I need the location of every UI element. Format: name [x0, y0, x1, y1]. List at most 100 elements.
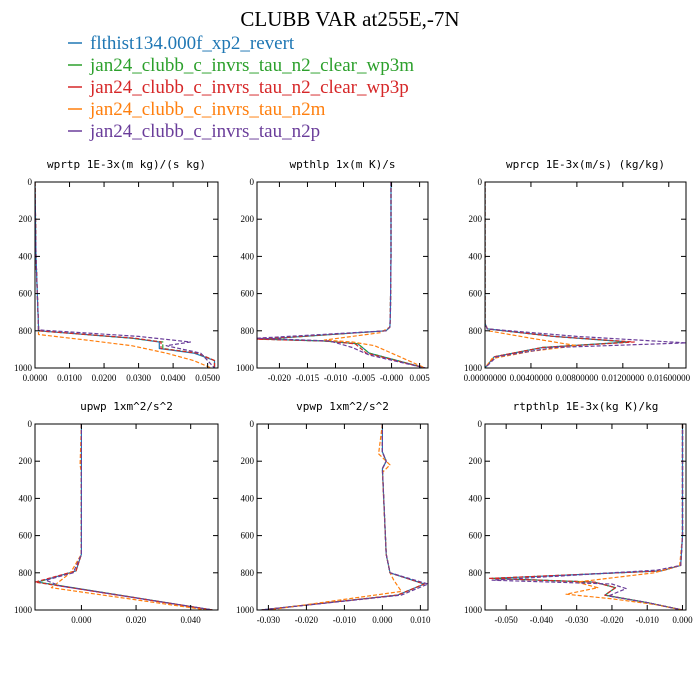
x-tick-label: 0.005	[409, 373, 430, 383]
x-tick-label: 0.000	[372, 615, 393, 625]
series-line-3	[268, 424, 402, 610]
y-tick-label: 1000	[464, 605, 483, 615]
series-line-3	[50, 424, 208, 610]
y-tick-label: 0	[28, 177, 33, 187]
x-tick-label: 0.0300	[126, 373, 151, 383]
plot-frame	[34, 423, 219, 611]
panel-title: upwp 1xm^2/s^2	[80, 400, 173, 413]
x-tick-label: -0.020	[600, 615, 624, 625]
plot-frame	[256, 181, 429, 369]
plot-frame	[34, 181, 219, 369]
y-tick-label: 600	[241, 531, 255, 541]
legend: flthist134.000f_xp2_revertjan24_clubb_c_…	[68, 33, 414, 142]
x-tick-label: -0.010	[333, 615, 357, 625]
panel-4: vpwp 1xm^2/s^2 0 200 400 600 800 1000-0.030 -0.…	[236, 400, 431, 625]
plot-frame	[484, 181, 687, 369]
x-tick-label: -0.030	[565, 615, 589, 625]
x-tick-label: 0.0500	[195, 373, 220, 383]
x-tick-label: 0.000	[71, 615, 92, 625]
series-line-1	[37, 424, 213, 610]
panel-1: wpthlp 1x(m K)/s02004006008001000-0.020-…	[236, 158, 430, 383]
y-tick-label: 200	[19, 214, 33, 224]
series-line-4	[491, 424, 684, 610]
y-tick-label: 0	[250, 419, 255, 429]
series-line-1	[35, 182, 216, 368]
legend-entry: jan24_clubb_c_invrs_tau_n2m	[89, 99, 326, 120]
x-tick-label: 0.01600000	[647, 373, 690, 383]
series-line-4	[257, 182, 426, 368]
y-tick-label: 1000	[14, 363, 33, 373]
y-tick-label: 400	[241, 493, 255, 503]
y-tick-label: 800	[469, 326, 483, 336]
plot-frame	[256, 423, 429, 611]
series-line-4	[45, 424, 213, 610]
series-line-2	[35, 182, 216, 368]
legend-entry: flthist134.000f_xp2_revert	[90, 33, 295, 54]
panel-title: wprtp 1E-3x(m kg)/(s kg)	[47, 158, 206, 171]
series-group	[35, 182, 216, 368]
series-group	[260, 424, 428, 610]
x-tick-label: 0.000	[672, 615, 693, 625]
y-tick-label: 400	[19, 251, 33, 261]
x-tick-label: 0.01200000	[601, 373, 644, 383]
y-tick-label: 600	[19, 289, 33, 299]
y-tick-label: 400	[469, 493, 483, 503]
x-tick-label: -0.010	[636, 615, 660, 625]
panel-5: rtpthlp 1E-3x(kg K)/kg 0 200 400 600 800 1000 -…	[464, 400, 693, 625]
y-tick-label: 1000	[236, 605, 255, 615]
series-line-4	[260, 424, 428, 610]
y-tick-label: 0	[250, 177, 255, 187]
y-tick-label: 200	[241, 214, 255, 224]
series-line-1	[260, 424, 425, 610]
y-tick-label: 600	[19, 531, 33, 541]
series-group	[485, 182, 686, 368]
x-tick-label: 0.00400000	[510, 373, 553, 383]
series-line-0	[260, 424, 425, 610]
y-tick-label: 600	[469, 289, 483, 299]
y-tick-label: 400	[19, 493, 33, 503]
x-tick-label: 0.0400	[161, 373, 186, 383]
series-line-2	[260, 424, 425, 610]
x-tick-label: -0.050	[495, 615, 519, 625]
legend-entry: jan24_clubb_c_invrs_tau_n2p	[89, 121, 320, 142]
x-tick-label: 0.040	[181, 615, 202, 625]
y-tick-label: 800	[241, 568, 255, 578]
y-tick-label: 400	[469, 251, 483, 261]
x-tick-label: 0.00000000	[464, 373, 507, 383]
panels: wprtp 1E-3x(m kg)/(s kg) 0 200 400 600 800 100…	[14, 158, 693, 625]
series-line-3	[35, 182, 212, 368]
legend-entry: jan24_clubb_c_invrs_tau_n2_clear_wp3m	[89, 55, 414, 76]
series-line-2	[485, 182, 635, 368]
x-tick-label: -0.000	[380, 373, 404, 383]
y-tick-label: 0	[28, 419, 33, 429]
panel-2: wprcp 1E-3x(m/s) (kg/kg) 0 200 400 600 800 100…	[464, 158, 691, 383]
y-tick-label: 800	[19, 326, 33, 336]
series-line-4	[35, 182, 215, 368]
x-tick-label: 0.0200	[92, 373, 117, 383]
series-line-0	[35, 182, 216, 368]
x-tick-label: -0.010	[324, 373, 348, 383]
series-group	[257, 182, 426, 368]
series-group	[35, 424, 213, 610]
x-tick-label: -0.040	[530, 615, 554, 625]
y-tick-label: 200	[241, 456, 255, 466]
y-tick-label: 200	[469, 214, 483, 224]
y-tick-label: 1000	[14, 605, 33, 615]
legend-entry: jan24_clubb_c_invrs_tau_n2_clear_wp3p	[89, 77, 409, 98]
x-tick-label: -0.030	[257, 615, 281, 625]
panel-title: wprcp 1E-3x(m/s) (kg/kg)	[506, 158, 665, 171]
x-tick-label: -0.005	[352, 373, 376, 383]
panel-3: upwp 1xm^2/s^2 0 200 400 600 800 1000 0.000 0.02…	[14, 400, 219, 625]
figure-title: CLUBB VAR at255E,-7N	[240, 7, 459, 31]
y-tick-label: 400	[241, 251, 255, 261]
x-tick-label: 0.0100	[57, 373, 82, 383]
y-tick-label: 200	[469, 456, 483, 466]
panel-title: rtpthlp 1E-3x(kg K)/kg	[513, 400, 659, 413]
panel-title: vpwp 1xm^2/s^2	[296, 400, 389, 413]
series-line-3	[323, 182, 426, 368]
x-tick-label: 0.010	[410, 615, 431, 625]
y-tick-label: 1000	[236, 363, 255, 373]
y-tick-label: 800	[469, 568, 483, 578]
series-line-4	[485, 182, 686, 368]
